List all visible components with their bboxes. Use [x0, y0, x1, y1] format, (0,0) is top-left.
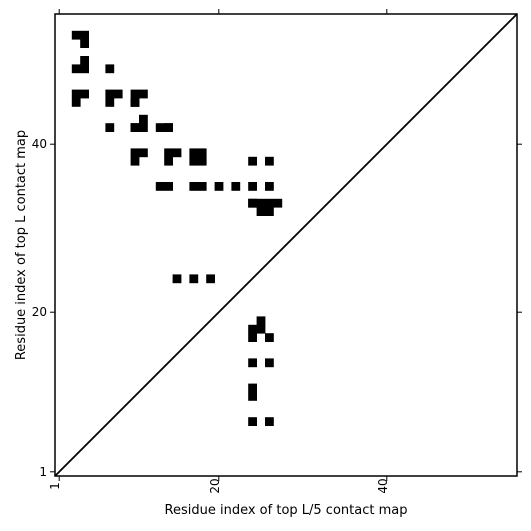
contact-cell-top-l — [256, 198, 266, 208]
contact-cell-top-l — [189, 182, 199, 191]
contact-cell-top-l — [139, 148, 148, 158]
contact-cell-top-l5 — [256, 324, 266, 334]
y-tick-label: 20 — [32, 305, 47, 319]
contact-cell-top-l — [231, 182, 241, 191]
contact-cell-top-l — [248, 156, 257, 166]
y-axis-label: Residue index of top L contact map — [14, 130, 29, 360]
contact-cell-top-l — [71, 30, 81, 40]
contact-cell-top-l — [265, 207, 274, 216]
contact-cell-top-l — [113, 89, 123, 99]
contact-cell-top-l — [155, 182, 165, 191]
diagonal-line — [54, 13, 518, 477]
contact-cell-top-l — [80, 89, 89, 99]
contact-cell-top-l5 — [265, 358, 274, 368]
contact-cell-top-l — [130, 156, 140, 166]
plot-frame — [54, 13, 518, 477]
contact-cell-top-l — [172, 148, 182, 158]
contact-cell-top-l5 — [189, 274, 199, 284]
contact-cell-top-l — [105, 98, 115, 107]
contact-cells — [71, 30, 283, 426]
contact-cell-top-l — [197, 156, 207, 166]
contact-cell-top-l — [80, 39, 89, 48]
contact-cell-top-l5 — [248, 417, 257, 426]
contact-cell-top-l5 — [248, 198, 257, 208]
x-axis-label: Residue index of top L/5 contact map — [165, 503, 408, 518]
contact-cell-top-l — [265, 156, 274, 166]
contact-cell-top-l — [71, 98, 81, 107]
contact-cell-top-l5 — [206, 274, 215, 284]
contact-cell-top-l — [139, 89, 148, 99]
contact-cell-top-l5 — [265, 417, 274, 426]
y-axis-ticks: 1 20 40 — [32, 137, 522, 479]
contact-cell-top-l — [164, 148, 173, 158]
contact-cell-top-l — [71, 89, 81, 99]
contact-cell-top-l — [164, 156, 173, 166]
contact-cell-top-l5 — [130, 98, 140, 107]
contact-cell-top-l — [105, 89, 115, 99]
contact-cell-top-l5 — [256, 316, 266, 326]
contact-cell-top-l5 — [248, 383, 257, 393]
contact-cell-top-l — [197, 148, 207, 158]
contact-cell-top-l5 — [130, 123, 140, 132]
x-tick-label: 20 — [208, 478, 222, 493]
contact-cell-top-l — [256, 207, 266, 216]
contact-cell-top-l5 — [164, 123, 173, 132]
contact-cell-top-l5 — [189, 156, 199, 166]
contact-cell-top-l5 — [248, 324, 257, 334]
contact-cell-top-l — [80, 56, 89, 65]
contact-cell-top-l5 — [130, 89, 140, 99]
contact-cell-top-l — [105, 123, 115, 132]
contact-cell-top-l5 — [248, 333, 257, 342]
contact-cell-top-l — [139, 114, 148, 124]
contact-cell-top-l — [265, 198, 274, 208]
contact-cell-top-l — [197, 182, 207, 191]
contact-cell-top-l — [139, 123, 148, 132]
contact-cell-top-l — [273, 198, 283, 208]
contact-cell-top-l — [80, 30, 89, 40]
contact-cell-top-l — [214, 182, 224, 191]
contact-cell-top-l — [80, 64, 89, 74]
x-tick-label: 1 — [48, 482, 62, 490]
contact-cell-top-l5 — [265, 333, 274, 342]
contact-cell-top-l — [248, 182, 257, 191]
contact-cell-top-l — [130, 148, 140, 158]
contact-cell-top-l5 — [155, 123, 165, 132]
contact-cell-top-l — [164, 182, 173, 191]
contact-cell-top-l5 — [189, 148, 199, 158]
contact-cell-top-l5 — [172, 274, 182, 284]
contact-cell-top-l5 — [248, 392, 257, 401]
x-axis-ticks: 1 20 40 — [48, 9, 390, 494]
contact-cell-top-l — [71, 64, 81, 74]
contact-cell-top-l5 — [248, 358, 257, 368]
contact-cell-top-l — [105, 64, 115, 74]
y-tick-label: 1 — [39, 465, 47, 479]
x-tick-label: 40 — [376, 478, 390, 493]
contact-cell-top-l — [265, 182, 274, 191]
y-tick-label: 40 — [32, 137, 47, 151]
